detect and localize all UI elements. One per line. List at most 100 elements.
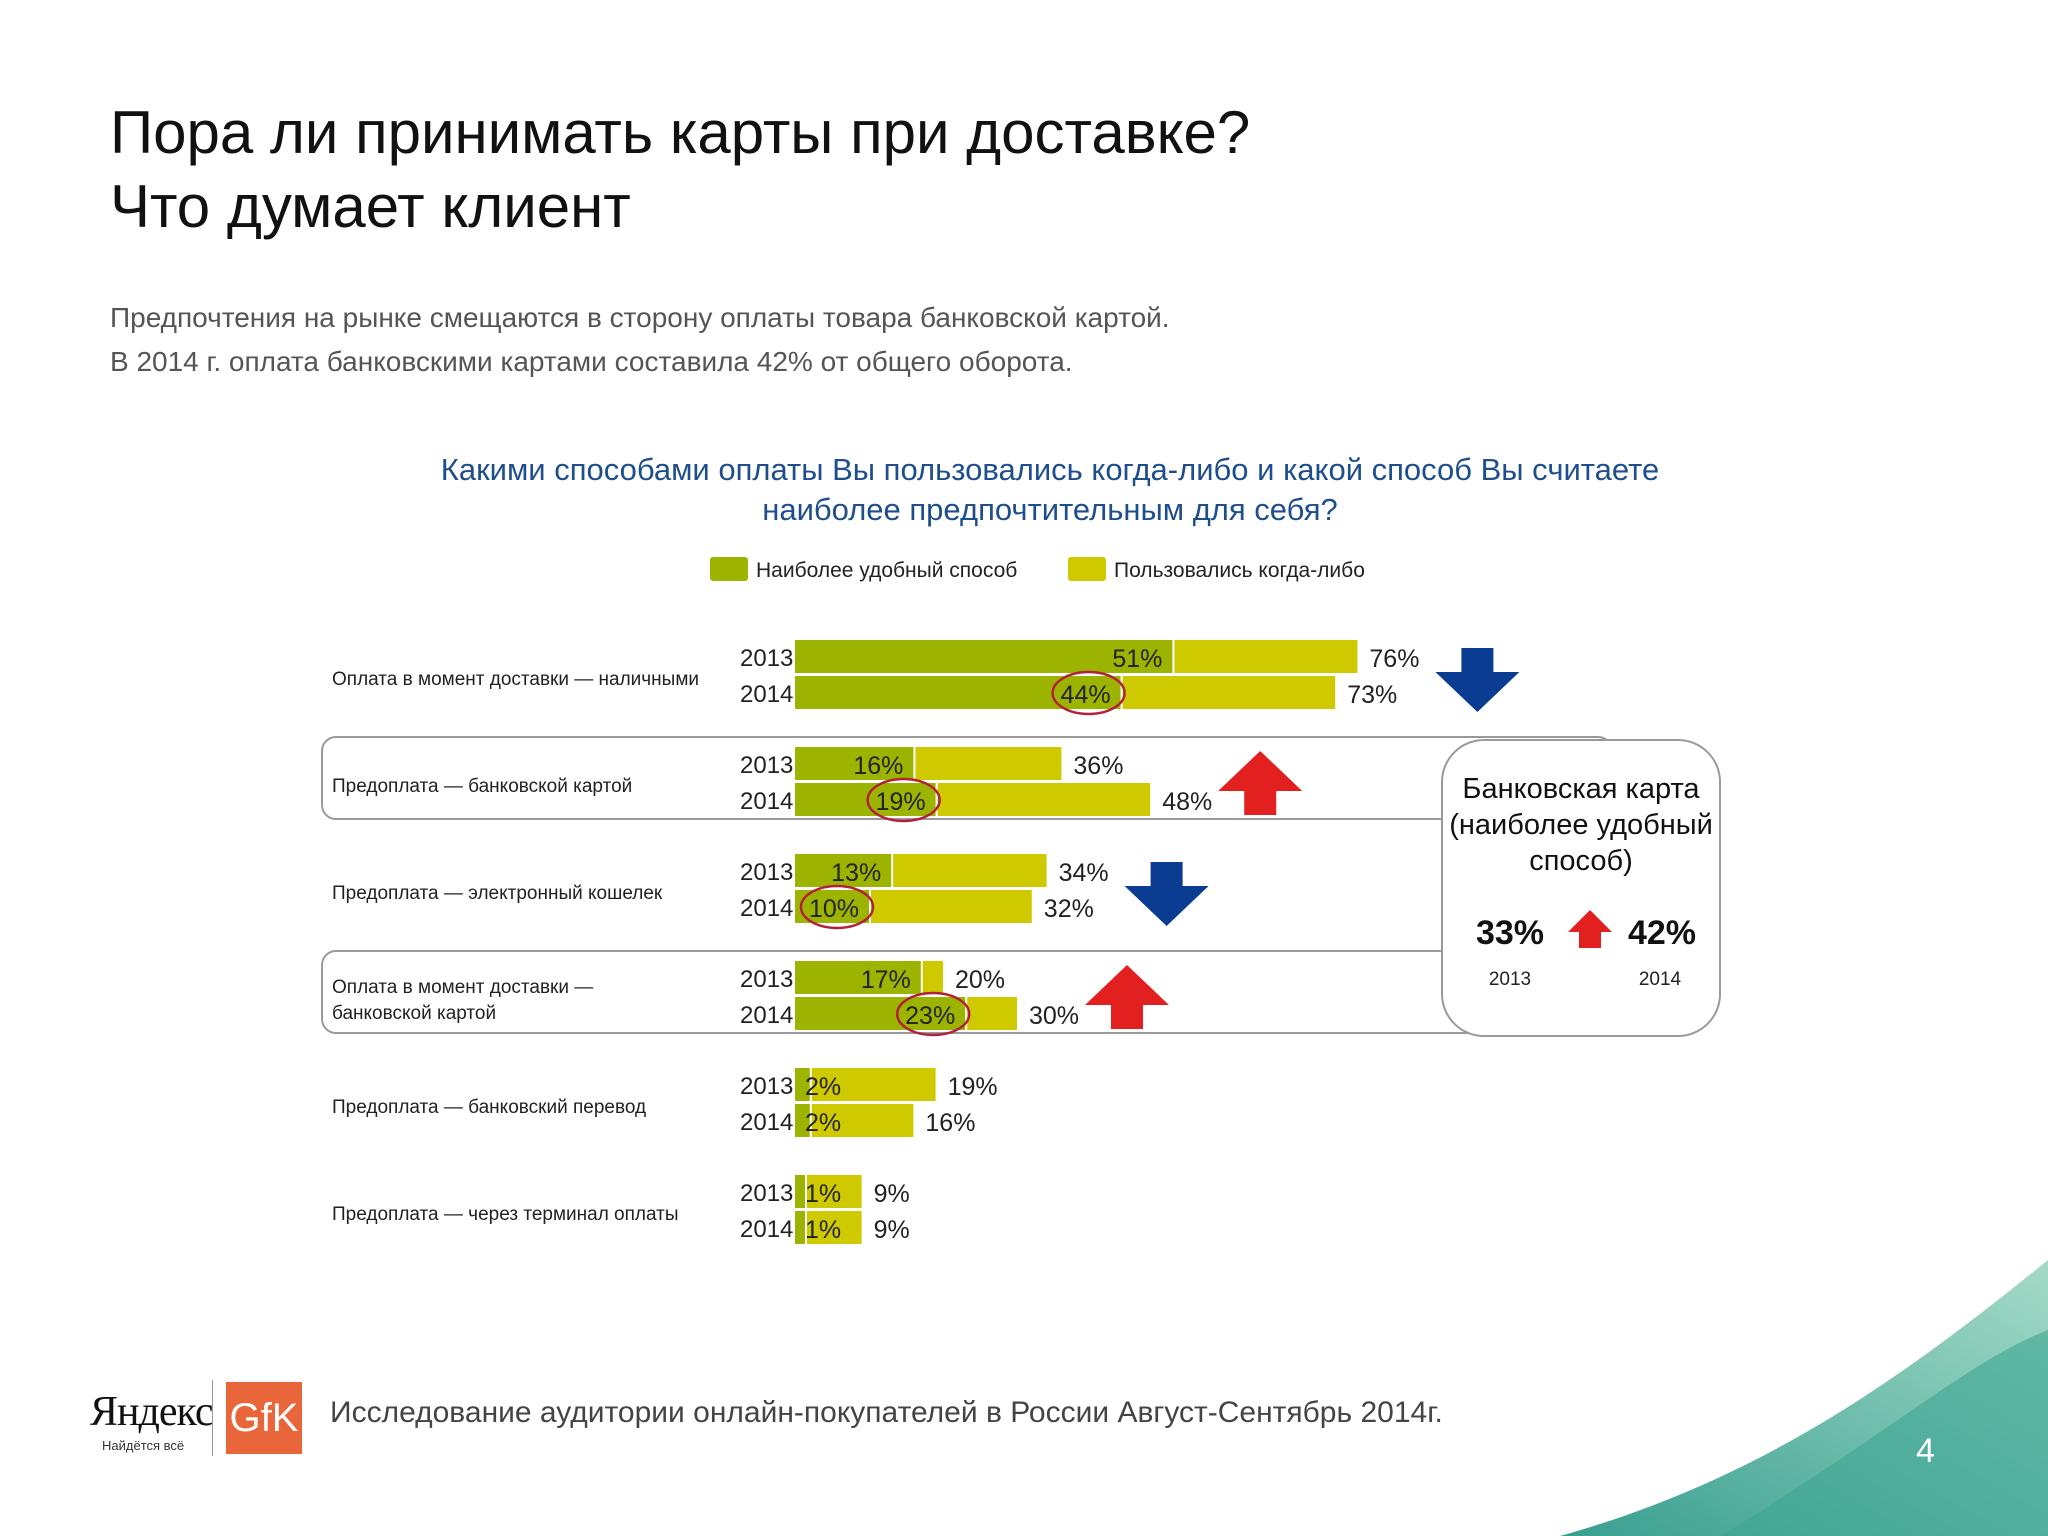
year-label: 2013 [740, 645, 793, 672]
highlight-circle [895, 991, 971, 1037]
callout-text-line: способ) [1529, 845, 1633, 877]
slide-title-line-1: Пора ли принимать карты при доставке? [110, 99, 1251, 166]
value-label-most-convenient: 10% [809, 895, 859, 923]
yandex-tagline: Найдётся всё [102, 1438, 185, 1453]
value-label-used-ever: 9% [874, 1180, 910, 1208]
highlight-circle [799, 884, 875, 930]
logo-divider [212, 1380, 213, 1456]
callout-text-line: (наиболее удобный [1449, 809, 1713, 841]
slide-title: Пора ли принимать карты при доставке? Чт… [110, 96, 1250, 244]
bar-separator [935, 783, 938, 816]
trend-arrow-up-icon [1218, 751, 1303, 815]
bar-most-convenient [795, 854, 892, 887]
callout-value-2014: 42% [1628, 914, 1696, 952]
subtitle-line-1: Предпочтения на рынке смещаются в сторон… [110, 302, 1170, 333]
yandex-logo-text: Яндекс [90, 1389, 214, 1435]
trend-arrow-up-icon [1085, 965, 1169, 1029]
category-label: Предоплата — банковской картой [332, 776, 632, 797]
value-label-most-convenient: 23% [905, 1002, 955, 1030]
bar-most-convenient [795, 676, 1121, 709]
bank-card-callout-box [1441, 739, 1721, 1037]
year-label: 2013 [740, 752, 793, 779]
value-label-most-convenient: 19% [876, 788, 926, 816]
value-label-most-convenient: 1% [805, 1180, 841, 1208]
trend-arrow-down-icon [1124, 862, 1209, 926]
year-label: 2013 [740, 859, 793, 886]
category-label: Предоплата — через терминал оплаты [332, 1204, 679, 1225]
value-label-most-convenient: 13% [831, 859, 881, 887]
year-label: 2014 [740, 788, 793, 815]
value-label-most-convenient: 2% [805, 1109, 841, 1137]
payment-methods-chart: Какими способами оплаты Вы пользовались … [321, 452, 1721, 1244]
slide-subtitle: Предпочтения на рынке смещаются в сторон… [110, 296, 1170, 384]
legend-label-most-convenient: Наиболее удобный способ [756, 559, 1017, 582]
slide-title-line-2: Что думает клиент [110, 173, 631, 240]
bar-separator [891, 854, 894, 887]
value-label-used-ever: 9% [874, 1216, 910, 1244]
trend-arrow-down-icon [1435, 648, 1520, 712]
callout-trend-up-icon [1568, 910, 1612, 948]
value-label-used-ever: 36% [1073, 752, 1123, 780]
value-label-used-ever: 32% [1044, 895, 1094, 923]
value-label-used-ever: 19% [948, 1073, 998, 1101]
value-label-used-ever: 16% [925, 1109, 975, 1137]
highlight-circle [866, 777, 941, 823]
value-label-used-ever: 48% [1162, 788, 1212, 816]
gfk-logo: GfK [226, 1382, 302, 1454]
category-label: Предоплата — электронный кошелек [332, 883, 663, 904]
value-label-most-convenient: 44% [1061, 681, 1111, 709]
bar-separator [1120, 676, 1123, 709]
bar-most-convenient [795, 747, 914, 780]
callout-year-2014: 2014 [1639, 969, 1682, 990]
bar-used-ever [795, 1104, 914, 1137]
legend-swatch-used-ever [1068, 557, 1106, 581]
footer-logos: Яндекс Найдётся всё GfK [90, 1380, 310, 1460]
value-label-most-convenient: 17% [861, 966, 911, 994]
year-label: 2014 [740, 681, 793, 708]
bar-most-convenient [795, 783, 936, 816]
page-number: 4 [1916, 1432, 1935, 1470]
bar-separator [809, 1068, 812, 1101]
footer-note: Исследование аудитории онлайн-покупателе… [330, 1396, 1443, 1429]
category-label: Оплата в момент доставки — наличными [332, 669, 699, 690]
bar-separator [809, 1104, 812, 1137]
legend-swatch-most-convenient [710, 557, 748, 581]
bar-most-convenient [795, 961, 921, 994]
year-label: 2013 [740, 1073, 793, 1100]
value-label-most-convenient: 51% [1112, 645, 1162, 673]
bar-separator [869, 890, 871, 923]
bar-most-convenient [795, 1211, 805, 1244]
category-label: банковской картой [332, 1003, 496, 1024]
chart-title-line-2: наиболее предпочтительным для себя? [762, 492, 1338, 527]
year-label: 2014 [740, 1216, 793, 1243]
value-label-used-ever: 20% [955, 966, 1005, 994]
value-label-used-ever: 30% [1029, 1002, 1079, 1030]
value-label-used-ever: 76% [1369, 645, 1419, 673]
bar-used-ever [795, 1068, 936, 1101]
value-label-used-ever: 73% [1347, 681, 1397, 709]
bar-separator [920, 961, 923, 994]
value-label-used-ever: 34% [1059, 859, 1109, 887]
bar-most-convenient [795, 640, 1173, 673]
value-label-most-convenient: 16% [853, 752, 903, 780]
category-label: Оплата в момент доставки — [332, 977, 593, 998]
bar-most-convenient [795, 1068, 810, 1101]
year-label: 2013 [740, 966, 793, 993]
bar-separator [965, 997, 968, 1030]
bar-separator [913, 747, 916, 780]
value-label-most-convenient: 1% [805, 1216, 841, 1244]
year-label: 2014 [740, 1109, 793, 1136]
highlight-circle [1051, 670, 1126, 716]
year-label: 2014 [740, 1002, 793, 1029]
value-label-most-convenient: 2% [805, 1073, 841, 1101]
category-label: Предоплата — банковский перевод [332, 1097, 646, 1118]
bar-separator [805, 1211, 807, 1244]
year-label: 2014 [740, 895, 793, 922]
bar-most-convenient [795, 1175, 805, 1208]
callout-year-2013: 2013 [1489, 969, 1531, 990]
yandex-logo: Яндекс [90, 1388, 214, 1436]
subtitle-line-2: В 2014 г. оплата банковскими картами сос… [110, 346, 1073, 377]
chart-title-line-1: Какими способами оплаты Вы пользовались … [441, 452, 1659, 487]
bar-most-convenient [795, 1104, 810, 1137]
